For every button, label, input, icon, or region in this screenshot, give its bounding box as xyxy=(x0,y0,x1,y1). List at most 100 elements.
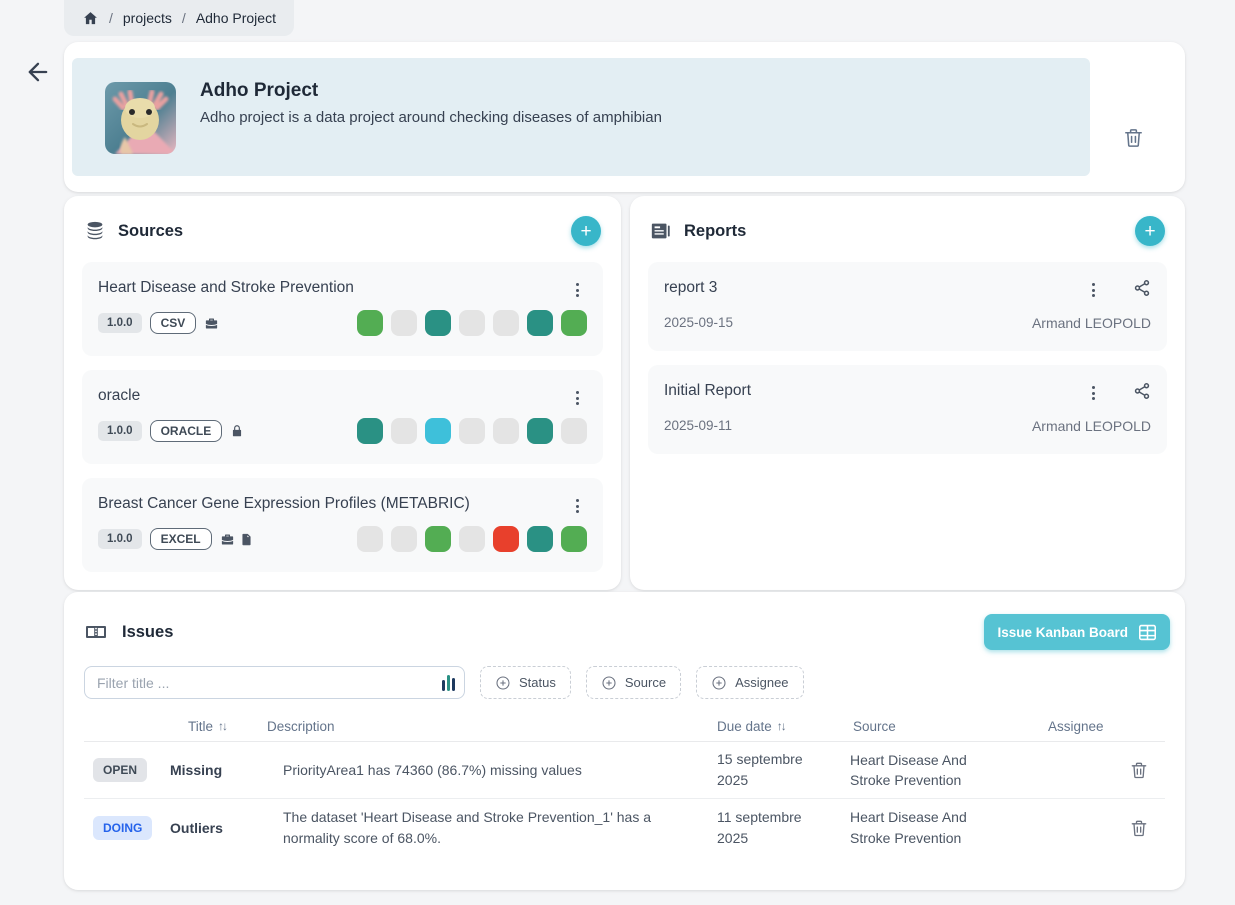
project-summary: Adho Project Adho project is a data proj… xyxy=(72,58,1090,176)
filter-button-source[interactable]: Source xyxy=(585,666,682,699)
filter-title-input[interactable] xyxy=(97,674,442,691)
source-name: Heart Disease and Stroke Prevention xyxy=(98,279,354,296)
status-square-gray xyxy=(391,418,417,444)
back-arrow-icon[interactable] xyxy=(22,56,54,88)
kebab-menu-icon[interactable] xyxy=(567,387,587,405)
status-square-green xyxy=(425,526,451,552)
kebab-menu-icon[interactable] xyxy=(567,279,587,297)
report-icon xyxy=(650,220,672,242)
status-square-gray xyxy=(493,418,519,444)
filter-title-field xyxy=(84,666,465,699)
report-name: report 3 xyxy=(664,279,718,296)
version-badge: 1.0.0 xyxy=(98,421,142,441)
delete-issue-trash-icon[interactable] xyxy=(1129,818,1149,838)
plus-circle-icon xyxy=(495,675,511,691)
filter-bars-icon[interactable] xyxy=(442,674,455,691)
status-square-teal xyxy=(527,526,553,552)
kanban-table-icon xyxy=(1138,624,1157,641)
project-header-card: Adho Project Adho project is a data proj… xyxy=(64,42,1185,192)
issue-kanban-board-button[interactable]: Issue Kanban Board xyxy=(984,614,1170,650)
reports-title: Reports xyxy=(684,221,747,240)
project-title: Adho Project xyxy=(200,80,319,101)
sources-panel: Sources + Heart Disease and Stroke Preve… xyxy=(64,196,621,590)
report-date: 2025-09-15 xyxy=(664,315,734,330)
issue-row: OPEN Missing PriorityArea1 has 74360 (86.7… xyxy=(84,742,1165,799)
project-image xyxy=(105,82,176,154)
report-author: Armand LEOPOLD xyxy=(1031,418,1151,434)
source-type-pill: EXCEL xyxy=(149,528,212,550)
issue-row: DOING Outliers The dataset 'Heart Disease … xyxy=(84,799,1165,856)
share-icon[interactable] xyxy=(1133,279,1151,302)
report-card[interactable]: Initial Report 2025-09-11 Armand LEOPOLD xyxy=(648,365,1167,454)
status-badge: OPEN xyxy=(93,758,148,782)
sort-icon[interactable]: ↑↓ xyxy=(776,719,787,733)
column-header-due-date[interactable]: Due date ↑↓ xyxy=(717,718,787,734)
issue-due-date: 11 septembre 2025 xyxy=(717,808,802,846)
status-square-gray xyxy=(459,418,485,444)
add-report-button[interactable]: + xyxy=(1135,216,1165,246)
reports-panel: Reports + report 3 2025-09-15 Armand LEOPO… xyxy=(630,196,1185,590)
issue-description: PriorityArea1 has 74360 (86.7%) missing … xyxy=(283,761,582,778)
source-card[interactable]: Heart Disease and Stroke Prevention 1.0.0… xyxy=(82,262,603,356)
issues-icon xyxy=(84,620,108,644)
breadcrumb-separator: / xyxy=(181,10,186,26)
lock-icon xyxy=(230,424,244,438)
issue-description: The dataset 'Heart Disease and Stroke Pr… xyxy=(283,809,652,846)
kebab-menu-icon[interactable] xyxy=(1083,279,1103,297)
plus-circle-icon xyxy=(601,675,617,691)
sort-icon[interactable]: ↑↓ xyxy=(218,719,228,733)
status-square-gray xyxy=(357,526,383,552)
status-square-gray xyxy=(459,526,485,552)
report-author: Armand LEOPOLD xyxy=(1031,315,1151,331)
source-card[interactable]: oracle 1.0.0 ORACLE xyxy=(82,370,603,464)
issue-title[interactable]: Missing xyxy=(170,762,223,778)
home-icon[interactable] xyxy=(82,10,99,27)
breadcrumb-separator: / xyxy=(109,10,113,26)
version-badge: 1.0.0 xyxy=(98,313,142,333)
status-square-gray xyxy=(561,418,587,444)
source-name: oracle xyxy=(98,387,141,404)
breadcrumb-item-current[interactable]: Adho Project xyxy=(195,10,276,26)
kebab-menu-icon[interactable] xyxy=(1083,382,1103,400)
report-card[interactable]: report 3 2025-09-15 Armand LEOPOLD xyxy=(648,262,1167,351)
status-square-teal xyxy=(527,418,553,444)
issue-source: Heart Disease And Stroke Prevention xyxy=(850,751,967,788)
filter-button-status[interactable]: Status xyxy=(480,666,571,699)
status-square-gray xyxy=(391,310,417,336)
status-square-gray xyxy=(391,526,417,552)
status-square-teal xyxy=(527,310,553,336)
status-square-gray xyxy=(459,310,485,336)
report-date: 2025-09-11 xyxy=(664,418,733,433)
breadcrumb: / projects / Adho Project xyxy=(64,0,294,36)
status-badge: DOING xyxy=(93,815,153,840)
filter-button-label: Source xyxy=(624,675,667,690)
issue-source: Heart Disease And Stroke Prevention xyxy=(850,809,967,846)
delete-project-trash-icon[interactable] xyxy=(1122,126,1145,154)
issues-panel: Issues Issue Kanban Board Status Source As… xyxy=(64,592,1185,890)
column-header-source: Source xyxy=(853,718,896,734)
status-square-teal xyxy=(425,310,451,336)
issues-title: Issues xyxy=(122,622,174,641)
kanban-button-label: Issue Kanban Board xyxy=(997,624,1128,640)
filter-button-assignee[interactable]: Assignee xyxy=(696,666,804,699)
filter-button-label: Status xyxy=(519,675,556,690)
status-square-green xyxy=(561,526,587,552)
database-icon xyxy=(84,220,106,242)
source-card[interactable]: Breast Cancer Gene Expression Profiles (… xyxy=(82,478,603,572)
sources-title: Sources xyxy=(118,221,184,240)
share-icon[interactable] xyxy=(1133,382,1151,405)
column-header-assignee: Assignee xyxy=(1048,718,1104,734)
add-source-button[interactable]: + xyxy=(571,216,601,246)
column-header-title[interactable]: Title ↑↓ xyxy=(188,718,228,734)
status-square-green xyxy=(561,310,587,336)
kebab-menu-icon[interactable] xyxy=(567,495,587,513)
status-square-red xyxy=(493,526,519,552)
breadcrumb-item-projects[interactable]: projects xyxy=(122,10,172,26)
delete-issue-trash-icon[interactable] xyxy=(1129,760,1149,780)
status-square-gray xyxy=(493,310,519,336)
source-name: Breast Cancer Gene Expression Profiles (… xyxy=(98,495,470,512)
file-icon xyxy=(240,532,253,547)
plus-circle-icon xyxy=(711,675,727,691)
issue-title[interactable]: Outliers xyxy=(170,819,223,836)
issue-due-date: 15 septembre 2025 xyxy=(717,751,803,788)
